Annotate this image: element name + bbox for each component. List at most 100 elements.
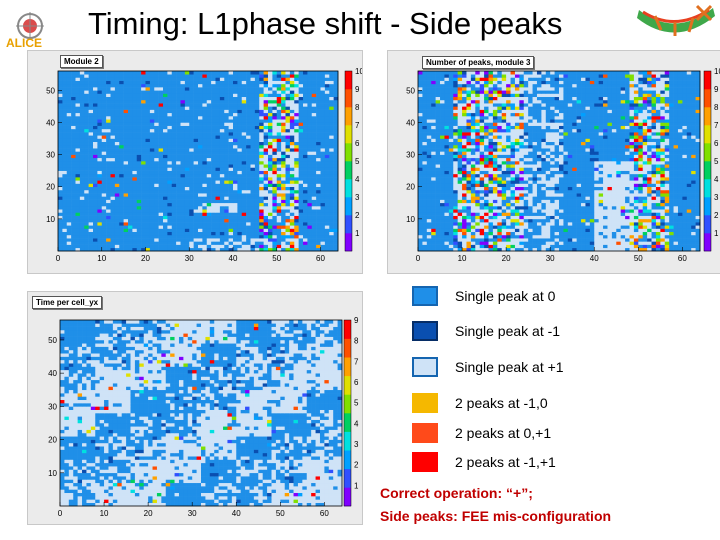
heatmap-cell: [462, 196, 467, 200]
heatmap-cell: [93, 180, 98, 184]
heatmap-cell: [294, 90, 299, 94]
heatmap-cell: [58, 74, 63, 78]
heatmap-cell: [132, 71, 138, 75]
heatmap-cell: [141, 106, 146, 110]
heatmap-cell: [589, 183, 595, 188]
heatmap-cell: [163, 173, 168, 178]
heatmap-cell: [263, 148, 269, 152]
heatmap-cell: [629, 189, 635, 194]
heatmap-cell: [677, 186, 683, 191]
heatmap-cell: [268, 183, 273, 188]
heatmap-cell: [198, 116, 203, 120]
heatmap-cell: [268, 180, 273, 184]
heatmap-cell: [431, 215, 436, 220]
heatmap-cell: [303, 116, 308, 120]
heatmap-cell: [58, 238, 63, 242]
heatmap-cell: [440, 183, 445, 188]
heatmap-cell: [329, 132, 334, 136]
heatmap-cell: [211, 96, 216, 101]
heatmap-cell: [268, 206, 273, 210]
heatmap-cell: [149, 128, 155, 133]
heatmap-cell: [333, 206, 339, 210]
heatmap-cell: [110, 238, 116, 242]
heatmap-cell: [691, 222, 696, 226]
heatmap-cell: [158, 87, 164, 91]
heatmap-cell: [136, 154, 142, 159]
heatmap-cell: [620, 209, 626, 213]
heatmap-cell: [228, 170, 234, 175]
heatmap-cell: [202, 112, 208, 117]
heatmap-cell: [206, 157, 212, 162]
heatmap-cell: [163, 122, 168, 126]
heatmap-cell: [84, 170, 89, 175]
heatmap-cell: [289, 209, 295, 213]
heatmap-cell: [167, 167, 173, 171]
heatmap-cell: [276, 177, 282, 181]
heatmap-cell: [311, 141, 317, 146]
heatmap-cell: [259, 141, 264, 146]
heatmap-cell: [259, 132, 264, 136]
heatmap-cell: [554, 209, 560, 213]
heatmap-cell: [58, 167, 63, 171]
heatmap-cell: [211, 106, 216, 110]
heatmap-cell: [101, 77, 107, 81]
heatmap-cell: [329, 154, 334, 159]
heatmap-cell: [246, 161, 251, 165]
heatmap-cell: [167, 234, 173, 239]
heatmap-cell: [642, 231, 648, 236]
heatmap-cell: [276, 77, 282, 81]
heatmap-cell: [541, 186, 547, 191]
heatmap-cell: [193, 96, 199, 101]
heatmap-cell: [171, 87, 177, 91]
heatmap-cell: [246, 125, 251, 130]
heatmap-cell: [233, 186, 238, 191]
heatmap-cell: [497, 186, 503, 191]
heatmap-cell: [448, 218, 454, 223]
heatmap-cell: [241, 125, 247, 130]
heatmap-cell: [241, 135, 247, 139]
heatmap-cell: [651, 212, 657, 216]
heatmap-cell: [616, 225, 621, 229]
heatmap-cell: [559, 218, 564, 223]
heatmap-cell: [333, 193, 339, 197]
heatmap-cell: [329, 206, 334, 210]
heatmap-cell: [603, 193, 608, 197]
heatmap-cell: [303, 80, 308, 85]
heatmap-cell: [84, 186, 89, 191]
heatmap-cell: [303, 202, 308, 207]
heatmap-cell: [311, 74, 317, 78]
heatmap-cell: [589, 234, 595, 239]
heatmap-cell: [106, 116, 111, 120]
heatmap-cell: [651, 206, 657, 210]
heatmap-cell: [492, 206, 498, 210]
heatmap-cell: [154, 135, 159, 139]
heatmap-cell: [219, 122, 225, 126]
heatmap-cell: [581, 222, 586, 226]
heatmap-cell: [324, 183, 330, 188]
heatmap-cell: [576, 199, 582, 204]
heatmap-cell: [198, 173, 203, 178]
heatmap-cell: [189, 96, 194, 101]
heatmap-cell: [101, 247, 107, 252]
heatmap-cell: [149, 132, 155, 136]
heatmap-cell: [576, 231, 582, 236]
heatmap-cell: [254, 83, 260, 88]
heatmap-cell: [320, 138, 326, 143]
heatmap-cell: [58, 132, 63, 136]
heatmap-cell: [114, 154, 120, 159]
heatmap-cell: [224, 247, 229, 252]
heatmap-cell: [651, 222, 657, 226]
heatmap-cell: [620, 241, 626, 245]
heatmap-cell: [93, 90, 98, 94]
heatmap-cell: [285, 154, 291, 159]
heatmap-cell: [276, 74, 282, 78]
heatmap-cell: [158, 77, 164, 81]
heatmap-cell: [141, 215, 146, 220]
heatmap-cell: [97, 215, 103, 220]
heatmap-cell: [71, 138, 76, 143]
heatmap-cell: [136, 180, 142, 184]
heatmap-cell: [241, 93, 247, 98]
heatmap-cell: [519, 199, 525, 204]
heatmap-cell: [233, 71, 238, 75]
heatmap-cell: [184, 161, 190, 165]
